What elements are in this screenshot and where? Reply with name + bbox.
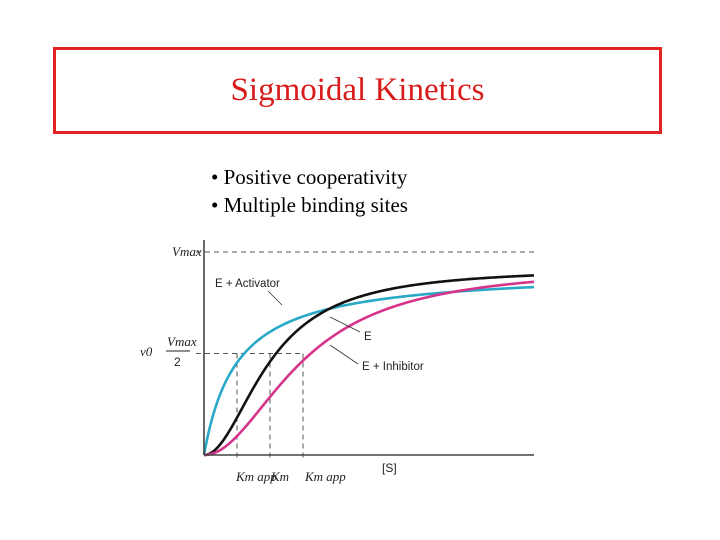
series-label-enzyme: E — [364, 331, 372, 343]
bullet-list: • Positive cooperativity • Multiple bind… — [211, 163, 408, 219]
series-label-activator: E + Activator — [215, 278, 280, 290]
y-tick-half-vmax-denominator: 2 — [174, 355, 181, 369]
pointer-activator — [267, 290, 283, 306]
series-curve-2 — [203, 274, 535, 457]
bullet-item-binding-sites: • Multiple binding sites — [211, 193, 408, 217]
pointer-inhibitor — [329, 344, 359, 365]
series-curve-3 — [203, 280, 535, 457]
x-tick-km-app-high: Km app — [304, 469, 346, 484]
series-curve-1 — [202, 285, 535, 456]
x-tick-km: Km — [270, 469, 289, 484]
pointer-enzyme — [329, 316, 361, 333]
x-axis-label: [S] — [382, 461, 397, 475]
x-tick-km-app-low: Km app — [235, 469, 277, 484]
y-tick-half-vmax-numerator: Vmax — [167, 334, 197, 349]
y-axis-label: v0 — [140, 344, 153, 359]
title-box: Sigmoidal Kinetics — [53, 47, 662, 134]
series-label-inhibitor: E + Inhibitor — [362, 361, 424, 373]
bullet-item-cooperativity: • Positive cooperativity — [211, 165, 408, 189]
y-tick-vmax: Vmax — [172, 244, 202, 259]
slide-title: Sigmoidal Kinetics — [230, 72, 485, 108]
